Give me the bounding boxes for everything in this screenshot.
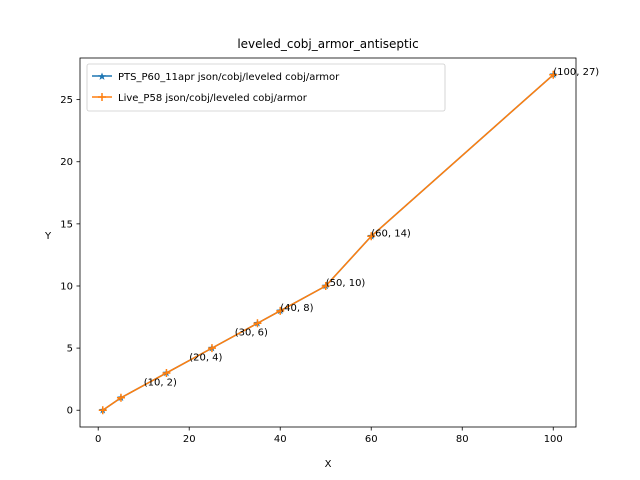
x-tick-label: 0	[95, 434, 101, 445]
x-tick-label: 80	[456, 434, 469, 445]
data-label: (60, 14)	[371, 228, 411, 239]
x-axis-label: X	[325, 459, 332, 470]
data-label: (100, 27)	[553, 67, 599, 78]
data-point-plus	[98, 406, 107, 415]
data-label: (40, 8)	[280, 303, 313, 314]
data-point-plus	[367, 232, 376, 241]
plot-frame	[79, 57, 577, 428]
chart-title: leveled_cobj_armor_antiseptic	[237, 37, 418, 51]
legend: PTS_P60_11apr json/cobj/leveled cobj/arm…	[86, 63, 446, 112]
x-tick-label: 60	[365, 434, 378, 445]
legend-plus-marker	[98, 93, 106, 101]
data-label: (10, 2)	[144, 377, 177, 388]
x-tick-label: 20	[183, 434, 196, 445]
data-point-plus	[549, 70, 558, 79]
data-label: (50, 10)	[326, 278, 366, 289]
data-point-plus	[253, 319, 262, 328]
y-tick-label: 5	[67, 344, 73, 355]
y-axis-label: Y	[44, 231, 52, 242]
data-label: (30, 6)	[235, 328, 268, 339]
plot-area: 0 20 40 60 80 100 0 5 10 15 20 25 (10, 2) (20, 4) (3…	[60, 57, 600, 445]
y-tick-label: 15	[60, 219, 73, 230]
y-axis: 0 5 10 15 20 25	[60, 95, 80, 417]
legend-label-pts: PTS_P60_11apr json/cobj/leveled cobj/arm…	[118, 72, 340, 83]
legend-label-live: Live_P58 json/cobj/leveled cobj/armor	[118, 93, 308, 104]
data-point-plus	[116, 393, 125, 402]
x-tick-label: 100	[544, 434, 563, 445]
y-tick-label: 10	[60, 281, 73, 292]
data-label: (20, 4)	[189, 353, 222, 364]
series-layer	[98, 70, 558, 415]
y-tick-label: 25	[60, 95, 73, 106]
x-axis: 0 20 40 60 80 100	[95, 427, 563, 445]
data-point-plus	[207, 344, 216, 353]
y-tick-label: 0	[67, 406, 73, 417]
data-point-plus	[162, 368, 171, 377]
legend-star-marker	[98, 72, 106, 80]
x-tick-label: 40	[274, 434, 287, 445]
data-point-plus	[321, 281, 330, 290]
y-tick-label: 20	[60, 157, 73, 168]
annotation-layer: (10, 2) (20, 4) (30, 6) (40, 8) (50, 10) (60,…	[144, 67, 600, 389]
data-point-plus	[276, 306, 285, 315]
legend-box	[86, 63, 446, 112]
